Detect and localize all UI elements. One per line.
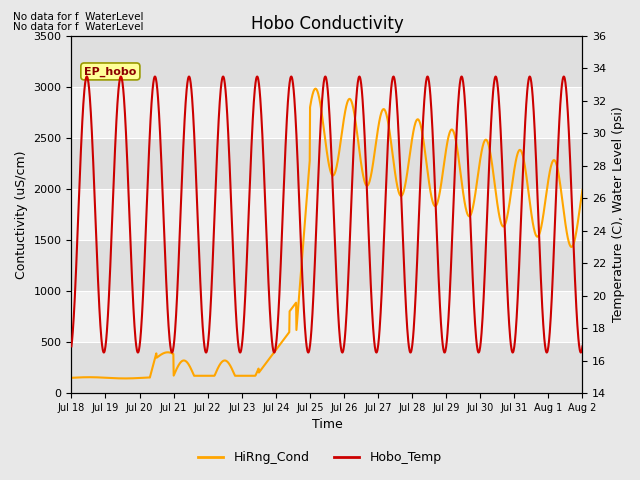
Bar <box>72 240 582 291</box>
Bar <box>72 36 582 87</box>
X-axis label: Time: Time <box>312 419 342 432</box>
Y-axis label: Temperature (C), Water Level (psi): Temperature (C), Water Level (psi) <box>612 107 625 323</box>
Bar <box>72 342 582 393</box>
Text: No data for f  WaterLevel: No data for f WaterLevel <box>13 22 143 32</box>
Y-axis label: Contuctivity (uS/cm): Contuctivity (uS/cm) <box>15 150 28 279</box>
Legend: HiRng_Cond, Hobo_Temp: HiRng_Cond, Hobo_Temp <box>193 446 447 469</box>
Text: EP_hobo: EP_hobo <box>84 66 136 77</box>
Text: No data for f  WaterLevel: No data for f WaterLevel <box>13 12 143 22</box>
Bar <box>72 138 582 189</box>
Title: Hobo Conductivity: Hobo Conductivity <box>251 15 403 33</box>
